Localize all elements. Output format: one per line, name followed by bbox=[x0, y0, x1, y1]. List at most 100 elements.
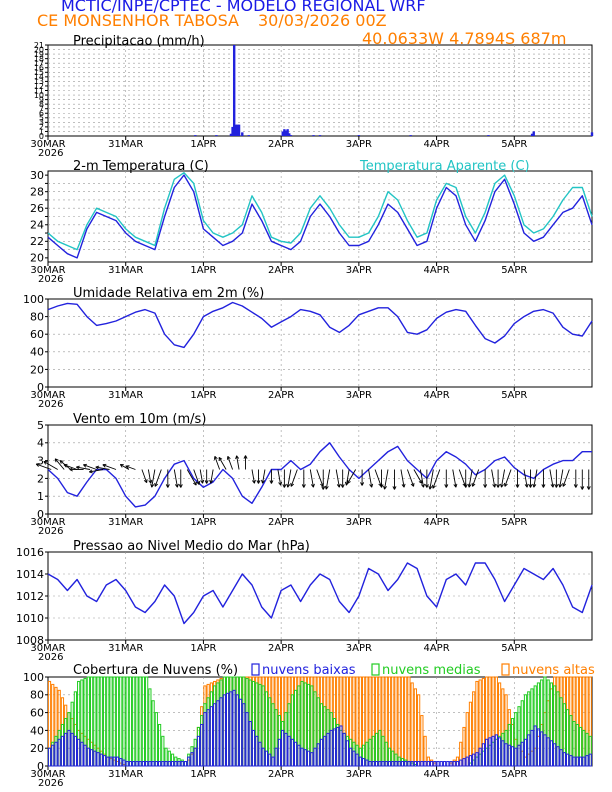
cloud-bar-blue bbox=[394, 761, 398, 767]
rh-xtick-label: 30MAR bbox=[30, 390, 65, 401]
wind-arrowhead bbox=[421, 483, 425, 488]
pressure-xtick-label: 30MAR bbox=[30, 643, 65, 654]
cloud-bar-blue bbox=[306, 750, 311, 767]
wind-arrowhead bbox=[515, 484, 520, 488]
wind-arrowhead bbox=[532, 483, 537, 488]
precip-bar bbox=[194, 135, 197, 136]
cloud-bar-blue bbox=[157, 761, 162, 767]
precip-bar bbox=[237, 124, 241, 136]
wind-ytick-label: 2 bbox=[37, 472, 44, 485]
cloud-bar-blue bbox=[475, 752, 479, 767]
rh-xtick-label: 3APR bbox=[346, 390, 372, 401]
precip-bar bbox=[357, 135, 361, 136]
cloud-bar-blue bbox=[177, 761, 181, 767]
rh-ytick-label: 0 bbox=[37, 381, 44, 394]
precip-bar bbox=[288, 133, 291, 136]
wind-vector bbox=[347, 469, 357, 484]
cloud-bar-blue bbox=[501, 740, 505, 767]
cloud-bar-blue bbox=[546, 737, 550, 767]
wind-vector bbox=[325, 469, 331, 490]
pressure-xtick-label: 31MAR bbox=[108, 643, 143, 654]
precip-bar bbox=[247, 135, 250, 136]
cloud-bar-blue bbox=[271, 756, 275, 767]
precip-ytick-label: 8 bbox=[39, 100, 44, 109]
precip-ytick-label: 11 bbox=[34, 86, 44, 95]
precip-ytick-label: 6 bbox=[39, 109, 44, 118]
pressure-ytick-label: 1014 bbox=[16, 568, 44, 581]
wind-arrowhead bbox=[278, 481, 283, 486]
wind-vector bbox=[458, 469, 466, 487]
cloud-bar-blue bbox=[222, 694, 226, 767]
clouds-ytick-label: 0 bbox=[37, 760, 44, 773]
cloud-bar-green bbox=[151, 700, 155, 767]
cloud-bar-blue bbox=[122, 759, 126, 767]
cloud-bar-blue bbox=[355, 753, 359, 767]
station-coordinates: 40.0633W 4.7894S 687m bbox=[362, 29, 567, 48]
wind-arrowhead bbox=[154, 482, 159, 487]
wind-arrowhead bbox=[200, 479, 205, 484]
cloud-bar-blue bbox=[106, 756, 110, 767]
cloud-bar-blue bbox=[436, 761, 440, 767]
cloud-bar-blue bbox=[83, 744, 87, 767]
cloud-bar-blue bbox=[200, 723, 204, 767]
wind-arrowhead bbox=[324, 485, 329, 490]
cloud-bar-blue bbox=[578, 756, 583, 767]
cloud-bar-blue bbox=[417, 761, 421, 767]
rh-year-label: 2026 bbox=[38, 399, 63, 410]
cloud-bar-blue bbox=[203, 712, 207, 767]
cloud-bar-blue bbox=[115, 756, 120, 767]
wind-ytick-label: 4 bbox=[37, 437, 44, 450]
cloud-bar-green bbox=[154, 712, 158, 767]
cloud-bar-blue bbox=[86, 747, 90, 767]
cloud-bar-blue bbox=[523, 738, 528, 767]
cloud-bar-blue bbox=[536, 728, 541, 767]
clouds-ytick-label: 100 bbox=[23, 671, 44, 684]
wind-vector bbox=[468, 469, 473, 488]
wind-vector bbox=[523, 469, 528, 488]
precip-ytick-label: 3 bbox=[39, 118, 44, 127]
cloud-bar-blue bbox=[387, 761, 392, 767]
cloud-bar-blue bbox=[429, 761, 434, 767]
precip-bar bbox=[286, 129, 289, 136]
precip-bar bbox=[312, 135, 315, 136]
temp-ytick-label: 28 bbox=[30, 186, 44, 199]
cloud-bar-blue bbox=[73, 735, 78, 767]
wind-vector bbox=[400, 469, 405, 488]
wind-vector bbox=[102, 464, 117, 470]
precip-ytick-label: 5 bbox=[39, 114, 44, 123]
wind-vector bbox=[251, 469, 255, 484]
wind-arrowhead bbox=[586, 486, 591, 490]
clouds-title: Cobertura de Nuvens (%) bbox=[73, 663, 238, 678]
wind-vector bbox=[277, 469, 282, 486]
cloud-bar-blue bbox=[433, 761, 437, 767]
wind-vector bbox=[218, 457, 227, 470]
cloud-bar-blue bbox=[485, 738, 489, 767]
wind-xtick-label: 5APR bbox=[501, 517, 527, 528]
temp-ytick-label: 22 bbox=[30, 235, 44, 248]
wind-vector bbox=[384, 469, 389, 490]
wind-arrowhead bbox=[496, 484, 501, 488]
cloud-bar-blue bbox=[543, 734, 547, 767]
cloud-bar-green bbox=[125, 676, 129, 767]
precip-xtick-label: 30MAR bbox=[30, 139, 65, 150]
wind-vector bbox=[63, 464, 78, 470]
cloud-bar-blue bbox=[530, 729, 534, 767]
cloud-bar-blue bbox=[170, 761, 175, 767]
wind-arrowhead bbox=[340, 484, 345, 488]
precip-bar bbox=[487, 135, 490, 136]
cloud-bar-blue bbox=[70, 732, 74, 767]
precip-ytick-label: 0 bbox=[39, 132, 44, 141]
cloud-bar-blue bbox=[174, 761, 178, 767]
cloud-bar-blue bbox=[112, 756, 116, 767]
precip-bar bbox=[231, 126, 234, 136]
cloud-bar-blue bbox=[151, 761, 155, 767]
precip-bar bbox=[232, 45, 236, 136]
wind-arrowhead bbox=[63, 463, 68, 468]
rh-xtick-label: 2APR bbox=[268, 390, 294, 401]
cloud-bar-blue bbox=[232, 689, 236, 767]
precip-ytick-label: 1 bbox=[39, 127, 44, 136]
wind-arrowhead bbox=[463, 484, 468, 488]
wind-arrowhead bbox=[369, 483, 374, 488]
temp-legend-apparent: Temperatura Aparente (C) bbox=[359, 159, 530, 174]
cloud-bar-blue bbox=[449, 761, 453, 767]
